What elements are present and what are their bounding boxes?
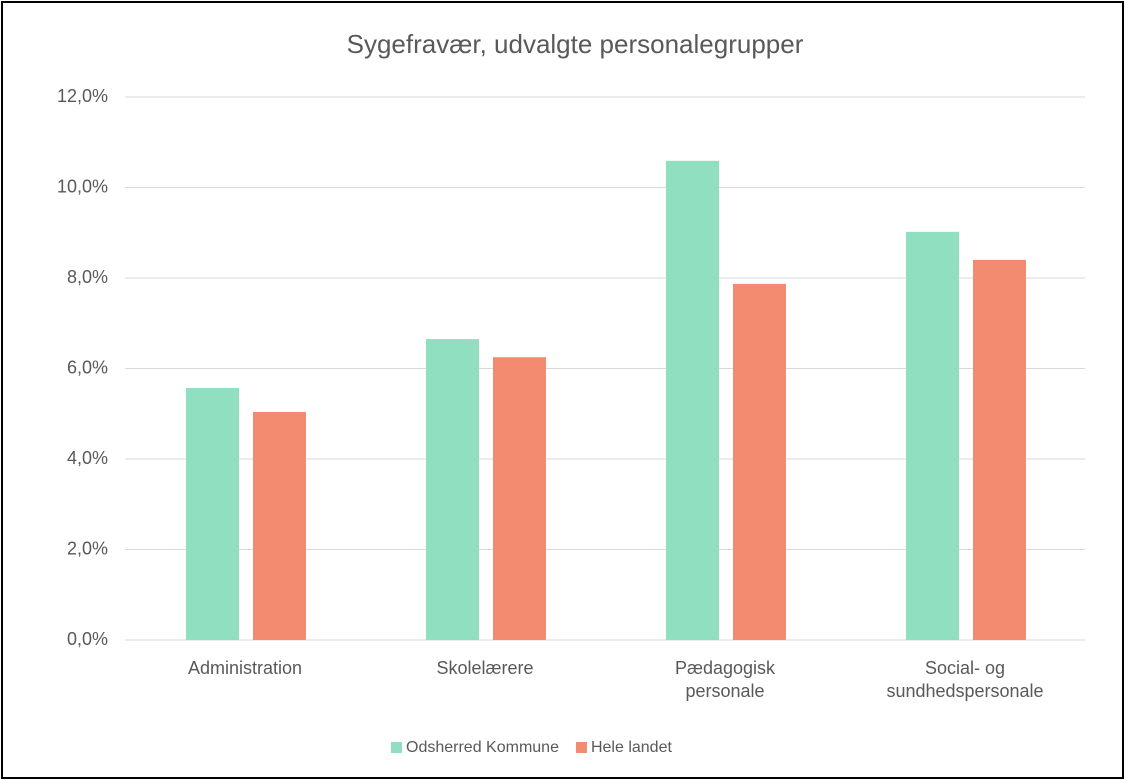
x-tick-label: Pædagogisk personale: [674, 658, 776, 701]
bar: [973, 259, 1026, 640]
x-tick-label: Skolelærere: [436, 658, 534, 678]
x-tick-label: Social- og sundhedspersonale: [886, 658, 1044, 701]
chart-title: Sygefravær, udvalgte personalegrupper: [347, 29, 804, 59]
legend-swatch: [391, 742, 402, 753]
y-tick-label: 2,0%: [67, 538, 108, 558]
bar: [186, 387, 239, 640]
x-tick-label: Administration: [187, 658, 303, 678]
y-tick-label: 0,0%: [67, 629, 108, 649]
legend-label: Hele landet: [591, 739, 673, 756]
bar: [906, 231, 959, 640]
y-tick-label: 10,0%: [57, 176, 108, 196]
bar: [493, 357, 546, 640]
bar: [733, 283, 786, 640]
legend-label: Odsherred Kommune: [406, 739, 559, 756]
bar: [426, 339, 479, 640]
legend-swatch: [575, 742, 587, 753]
y-tick-label: 8,0%: [67, 267, 108, 287]
y-tick-label: 12,0%: [57, 86, 108, 106]
y-tick-label: 4,0%: [67, 448, 108, 468]
bar: [666, 160, 719, 641]
bar: [253, 411, 306, 640]
y-tick-label: 6,0%: [67, 357, 108, 377]
